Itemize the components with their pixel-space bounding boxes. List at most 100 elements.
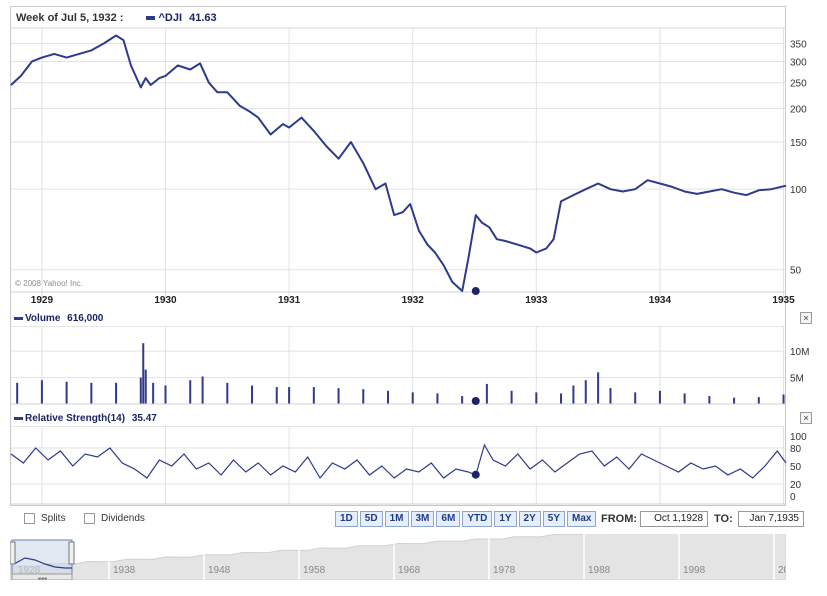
chart-controls: Splits Dividends 1D 5D 1M 3M 6M YTD 1Y 2Y 5Y Max … <box>0 508 827 532</box>
range-button-5d[interactable]: 5D <box>359 511 383 527</box>
volume-hover-marker <box>471 397 480 405</box>
range-button-3m[interactable]: 3M <box>410 511 435 527</box>
price-chart[interactable]: 50 100 150 200 250 300 350 1929 1930 1931 1932 1933… <box>0 0 827 310</box>
volume-bar <box>115 382 118 404</box>
x-tick-label: 1930 <box>154 295 177 306</box>
volume-bar <box>337 388 340 404</box>
volume-bar <box>733 397 736 404</box>
navigator-year-label: 1938 <box>113 565 136 576</box>
navigator-year-label: 1948 <box>208 565 231 576</box>
navigator-year-label: 1978 <box>493 565 516 576</box>
to-date-input[interactable]: Jan 7,1935 <box>738 511 804 527</box>
rsi-y-tick-label: 20 <box>790 480 802 491</box>
navigator-selection <box>11 539 73 575</box>
volume-bar <box>139 377 142 404</box>
volume-bar <box>461 396 464 404</box>
from-label: FROM: <box>601 513 638 525</box>
chart-frame <box>10 6 786 506</box>
dji-legend-label: ^DJI <box>158 12 183 24</box>
volume-swatch <box>14 316 23 320</box>
volume-y-tick-label: 10M <box>790 347 809 358</box>
rsi-hover-marker <box>471 470 480 479</box>
volume-bar <box>597 372 600 404</box>
range-button-1d[interactable]: 1D <box>335 511 358 527</box>
volume-bar <box>40 380 43 404</box>
volume-bar <box>189 380 192 404</box>
volume-bar <box>609 388 612 404</box>
rsi-legend: Relative Strength(14) 35.47 <box>14 413 157 424</box>
volume-bar <box>683 393 686 404</box>
range-buttons: 1D 5D 1M 3M 6M YTD 1Y 2Y 5Y Max <box>335 511 597 527</box>
navigator-grip-icon: ◂◂◂ <box>37 576 46 580</box>
volume-close-icon[interactable]: × <box>800 312 812 324</box>
from-date-input[interactable]: Oct 1,1928 <box>640 511 708 527</box>
volume-bar <box>634 392 637 404</box>
range-button-1m[interactable]: 1M <box>384 511 409 527</box>
timeline-navigator[interactable]: 192819381948195819681978198819982008◂◂◂ <box>9 527 801 582</box>
volume-bar <box>201 376 204 404</box>
navigator-year-label: 1998 <box>683 565 706 576</box>
splits-checkbox-box[interactable] <box>24 513 35 524</box>
range-button-1y[interactable]: 1Y <box>494 511 517 527</box>
range-button-ytd[interactable]: YTD <box>462 511 493 527</box>
y-tick-label: 300 <box>790 57 807 68</box>
y-tick-label: 100 <box>790 185 807 196</box>
volume-label: Volume <box>25 313 61 324</box>
dividends-checkbox-box[interactable] <box>84 513 95 524</box>
y-tick-label: 200 <box>790 105 807 116</box>
dji-legend-value: 41.63 <box>189 12 217 24</box>
y-tick-label: 350 <box>790 40 807 51</box>
dividends-checkbox[interactable]: Dividends <box>84 513 145 524</box>
volume-bar <box>572 385 575 404</box>
chart-header: Week of Jul 5, 1932 : ^DJI 41.63 <box>16 12 217 24</box>
rsi-swatch <box>14 416 23 420</box>
volume-bar <box>16 382 19 404</box>
rsi-y-tick-label: 100 <box>790 432 807 443</box>
dji-legend-swatch <box>146 16 156 21</box>
rsi-label: Relative Strength(14) <box>25 413 126 424</box>
volume-bar <box>782 394 785 404</box>
range-button-6m[interactable]: 6M <box>436 511 461 527</box>
range-button-max[interactable]: Max <box>567 511 597 527</box>
watermark: © 2008 Yahoo! Inc. <box>15 279 83 288</box>
volume-bar <box>142 343 145 404</box>
volume-bar <box>658 390 661 404</box>
volume-bar <box>152 382 155 404</box>
dividends-label: Dividends <box>101 513 145 524</box>
volume-bar <box>90 382 93 404</box>
rsi-value: 35.47 <box>131 413 157 424</box>
rsi-y-tick-label: 50 <box>790 462 802 473</box>
volume-bar <box>535 392 538 404</box>
week-label: Week of Jul 5, 1932 : <box>16 12 124 24</box>
volume-bar <box>584 380 587 404</box>
x-tick-label: 1933 <box>525 295 548 306</box>
volume-chart[interactable]: 5M 10M <box>0 326 827 408</box>
volume-bar <box>164 385 167 404</box>
rsi-y-tick-label: 0 <box>790 492 796 503</box>
navigator-year-label: 2008 <box>778 565 786 576</box>
range-button-5y[interactable]: 5Y <box>542 511 566 527</box>
volume-bar <box>386 390 389 404</box>
y-tick-label: 150 <box>790 138 807 149</box>
range-button-2y[interactable]: 2Y <box>518 511 541 527</box>
x-tick-label: 1935 <box>772 295 795 306</box>
navigator-right-handle <box>68 541 75 565</box>
navigator-selection-line <box>13 557 72 569</box>
volume-bar <box>251 385 254 404</box>
volume-bar <box>510 390 513 404</box>
navigator-left-handle <box>9 541 16 565</box>
volume-bar <box>411 392 414 404</box>
navigator-year-label: 1958 <box>303 565 326 576</box>
rsi-series-line <box>10 443 787 480</box>
rsi-close-icon[interactable]: × <box>800 412 812 424</box>
navigator-year-label: 1968 <box>398 565 421 576</box>
x-tick-label: 1934 <box>649 295 672 306</box>
navigator-chart[interactable]: 192819381948195819681978198819982008◂◂◂ <box>9 527 801 582</box>
volume-bar <box>757 397 760 404</box>
splits-checkbox[interactable]: Splits <box>24 513 65 524</box>
dji-series-line <box>10 34 787 292</box>
volume-bar <box>362 389 365 404</box>
volume-y-tick-label: 5M <box>790 374 804 385</box>
x-tick-label: 1929 <box>31 295 54 306</box>
